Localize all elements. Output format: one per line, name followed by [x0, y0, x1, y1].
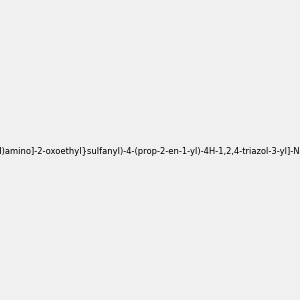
Text: 2-[5-({2-[(5-chloro-2-methoxyphenyl)amino]-2-oxoethyl}sulfanyl)-4-(prop-2-en-1-y: 2-[5-({2-[(5-chloro-2-methoxyphenyl)amin… — [0, 147, 300, 156]
